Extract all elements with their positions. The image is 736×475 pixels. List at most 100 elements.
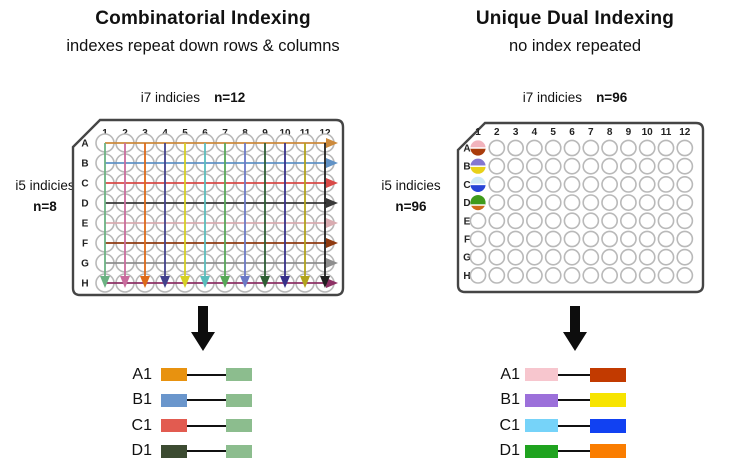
- i5-index-swatch: [525, 368, 558, 382]
- well: [657, 230, 675, 248]
- col-label: 5: [550, 127, 556, 138]
- legend-row-A1: A1: [118, 362, 252, 388]
- well-id-label: A1: [500, 365, 520, 383]
- i7-index-swatch: [590, 367, 626, 382]
- row-label: B: [463, 162, 470, 173]
- well: [544, 248, 562, 266]
- well: [544, 266, 562, 284]
- well: [488, 248, 506, 266]
- well: [582, 248, 600, 266]
- legend-row-D1: D1: [118, 439, 252, 465]
- well: [526, 212, 543, 230]
- fragment-connector-line: [558, 450, 590, 453]
- well: [563, 139, 581, 157]
- well: [563, 248, 581, 266]
- well: [638, 176, 656, 193]
- left-i5-count: n=8: [33, 198, 57, 214]
- well: [601, 194, 618, 211]
- well: [582, 176, 600, 193]
- well: [507, 157, 524, 175]
- fragment-connector-line: [187, 373, 226, 376]
- well: [601, 212, 618, 230]
- well: [657, 176, 675, 193]
- fragment-connector-line: [187, 424, 226, 427]
- row-label: F: [464, 235, 470, 246]
- well: [619, 248, 637, 266]
- well: [488, 212, 506, 230]
- row-label: G: [81, 259, 89, 270]
- col-label: 7: [588, 127, 594, 138]
- well: [507, 212, 524, 230]
- well: [582, 230, 600, 248]
- col-label: 11: [661, 127, 672, 138]
- i5-index-swatch: [161, 393, 187, 407]
- colored-well-B1: [470, 158, 486, 174]
- i7-index-swatch: [590, 444, 626, 459]
- well: [638, 157, 656, 175]
- well: [638, 266, 656, 284]
- well: [582, 266, 600, 284]
- well: [488, 139, 506, 157]
- well: [676, 157, 694, 175]
- well: [676, 212, 694, 230]
- right-i5-text: i5 indicies: [381, 178, 441, 193]
- well: [638, 248, 656, 266]
- row-label: D: [463, 198, 470, 209]
- well: [563, 266, 581, 284]
- col-label: 3: [513, 127, 519, 138]
- well: [676, 248, 694, 266]
- well: [619, 194, 637, 211]
- i5-index-swatch: [161, 419, 187, 433]
- well: [526, 157, 543, 175]
- well: [526, 139, 543, 157]
- well: [601, 157, 618, 175]
- well: [657, 212, 675, 230]
- left-panel-title: Combinatorial Indexing: [95, 8, 311, 29]
- well: [488, 176, 506, 193]
- well: [544, 139, 562, 157]
- well: [544, 212, 562, 230]
- i5-index-swatch: [161, 368, 187, 382]
- well: [544, 176, 562, 193]
- row-label: E: [82, 219, 89, 230]
- row-label: B: [81, 159, 88, 170]
- well: [544, 230, 562, 248]
- row-label: C: [463, 180, 470, 191]
- col-index-arrows: [100, 143, 330, 288]
- left-index-pair-legend: A1 B1 C1 D1: [118, 362, 252, 464]
- well: [507, 266, 524, 284]
- well: [619, 139, 637, 157]
- down-arrow-icon: [191, 306, 215, 351]
- right-i7-label: i7 indicies n=96: [455, 90, 695, 105]
- row-label: A: [463, 144, 470, 155]
- fragment-connector-line: [558, 373, 590, 376]
- well-id-label: C1: [131, 416, 152, 434]
- well: [563, 194, 581, 211]
- i7-index-swatch: [226, 368, 252, 382]
- well: [488, 266, 506, 284]
- well: [526, 266, 543, 284]
- row-index-arrows: [105, 138, 338, 288]
- well: [469, 266, 487, 284]
- well: [638, 139, 656, 157]
- colored-well-D1: [470, 195, 486, 211]
- colored-well-C1: [470, 176, 486, 192]
- legend-row-C1: C1: [118, 413, 252, 439]
- col-label: 10: [642, 127, 654, 138]
- row-label: D: [81, 199, 88, 210]
- well: [657, 248, 675, 266]
- right-i7-text: i7 indicies: [522, 90, 583, 105]
- legend-row-C1: C1: [486, 413, 626, 439]
- well-id-label: D1: [499, 442, 520, 460]
- well: [507, 230, 524, 248]
- fragment-connector-line: [187, 399, 226, 402]
- i5-index-swatch: [525, 419, 558, 433]
- col-label: 1: [475, 127, 481, 138]
- well: [507, 194, 524, 211]
- well: [619, 266, 637, 284]
- col-label: 2: [494, 127, 500, 138]
- i7-index-swatch: [226, 419, 252, 433]
- well: [563, 157, 581, 175]
